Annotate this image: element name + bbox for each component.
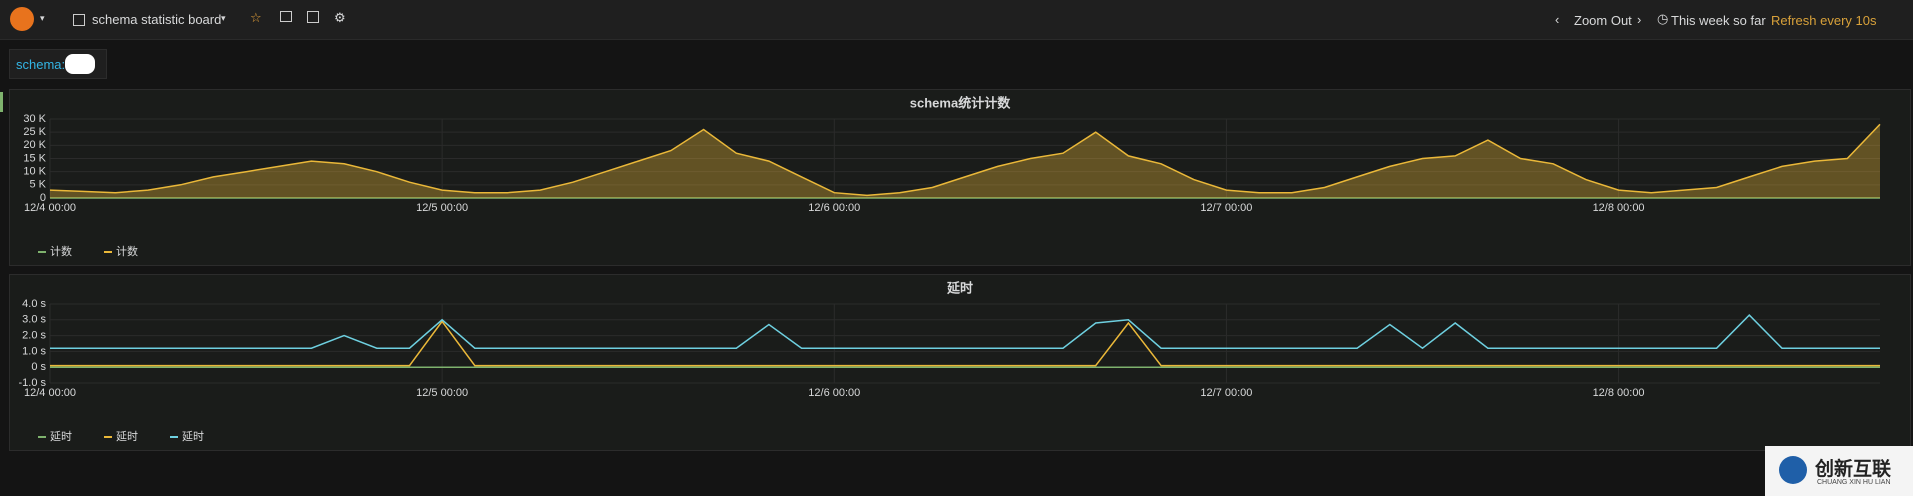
panel: schema统计计数 0 5 K 10 K 15 K 20 K 25 K 30 K 12/4 0…	[9, 89, 1911, 266]
y-tick-label: 2.0 s	[22, 330, 46, 342]
legend-label: 计数	[116, 245, 138, 258]
watermark-logo	[1779, 456, 1807, 484]
settings-button[interactable]: ⚙	[334, 10, 346, 25]
top-nav: ▾ schema statistic board ▾ ☆ ⚙ ‹ Zoom Ou…	[0, 0, 1913, 40]
share-button[interactable]	[280, 11, 292, 22]
x-tick-label: 12/4 00:00	[24, 387, 76, 399]
panel-title: 延时	[946, 280, 973, 295]
x-tick-label: 12/5 00:00	[416, 202, 468, 214]
x-tick-label: 12/8 00:00	[1593, 202, 1645, 214]
y-tick-label: -1.0 s	[18, 377, 46, 389]
variable-box[interactable]: schema:	[9, 49, 107, 79]
area	[50, 124, 1880, 198]
y-tick-label: 1.0 s	[22, 345, 46, 357]
time-range[interactable]: This week so far	[1671, 13, 1766, 28]
panel-title: schema统计计数	[910, 95, 1011, 110]
refresh[interactable]: Refresh every 10s	[1771, 13, 1877, 28]
dashboard-icon	[73, 14, 85, 26]
dashboard-title[interactable]: schema statistic board	[92, 12, 222, 27]
panel: 延时 -1.0 s 0 s 1.0 s 2.0 s 3.0 s 4.0 s 12/4 00:0…	[9, 274, 1911, 451]
y-tick-label: 0 s	[31, 361, 46, 373]
y-tick-label: 30 K	[23, 113, 46, 125]
star-button[interactable]: ☆	[250, 10, 262, 25]
y-tick-label: 25 K	[23, 126, 46, 138]
x-tick-label: 12/6 00:00	[808, 387, 860, 399]
y-tick-label: 3.0 s	[22, 314, 46, 326]
y-tick-label: 0	[40, 192, 46, 204]
y-tick-label: 10 K	[23, 166, 46, 178]
zoom-right[interactable]: ›	[1637, 12, 1642, 27]
variable-value	[65, 54, 95, 74]
y-tick-label: 15 K	[23, 152, 46, 164]
y-tick-label: 5 K	[29, 179, 46, 191]
x-tick-label: 12/7 00:00	[1200, 387, 1252, 399]
y-tick-label: 4.0 s	[22, 298, 46, 310]
clock-icon: ◷	[1657, 11, 1669, 26]
legend-label: 延时	[182, 430, 204, 443]
zoom-left[interactable]: ‹	[1555, 12, 1560, 27]
save-button[interactable]	[307, 11, 319, 23]
chart: schema统计计数 05 K10 K 15 K20 K25 K30 K 12/4 0…	[23, 95, 1881, 258]
watermark: 创新互联 CHUANG XIN HU LIAN	[1765, 446, 1913, 496]
x-tick-label: 12/5 00:00	[416, 387, 468, 399]
row-marker	[0, 92, 3, 112]
line	[49, 123, 1881, 197]
x-tick-label: 12/4 00:00	[24, 202, 76, 214]
legend-label: 计数	[50, 245, 72, 258]
chart: 延时 -1.0 s 0 s 1.0 s 2.0 s 3.0 s 4.0 s 12/4 00:0…	[18, 280, 1880, 443]
x-tick-label: 12/7 00:00	[1200, 202, 1252, 214]
watermark-title: 创新互联	[1815, 459, 1892, 480]
title-caret[interactable]: ▾	[221, 13, 226, 23]
y-tick-label: 20 K	[23, 139, 46, 151]
x-tick-label: 12/8 00:00	[1593, 387, 1645, 399]
x-tick-label: 12/6 00:00	[808, 202, 860, 214]
watermark-subtitle: CHUANG XIN HU LIAN	[1817, 479, 1891, 486]
line	[50, 314, 1880, 350]
logo[interactable]	[10, 7, 34, 31]
zoom-out[interactable]: Zoom Out	[1574, 13, 1632, 28]
legend-label: 延时	[116, 430, 138, 443]
logo-caret[interactable]: ▾	[40, 13, 45, 23]
variable-label: schema:	[16, 57, 66, 72]
legend-label: 延时	[50, 430, 72, 443]
line	[50, 320, 1880, 367]
